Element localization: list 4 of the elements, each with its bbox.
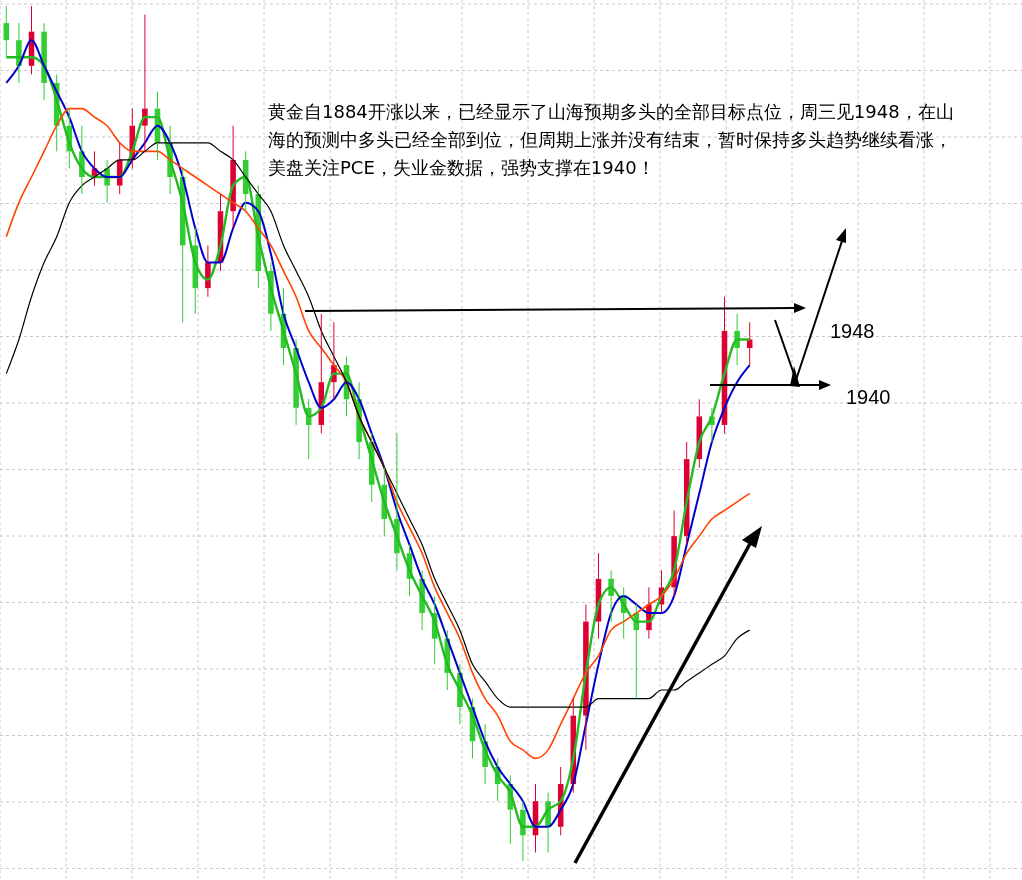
annotation: 黄金自1884开涨以来，已经显示了山海预期多头的全部目标点位，周三见1948，在山海的预测中多头已经全部到位，但周期上涨并没有结束，暂时保持多头趋势继续看涨，美盘关注PCE，失业金数据，强势支撑在1940！ [268, 100, 955, 180]
text: 1940 [846, 386, 891, 408]
candlestick [520, 800, 526, 862]
text: 1948 [830, 320, 875, 342]
